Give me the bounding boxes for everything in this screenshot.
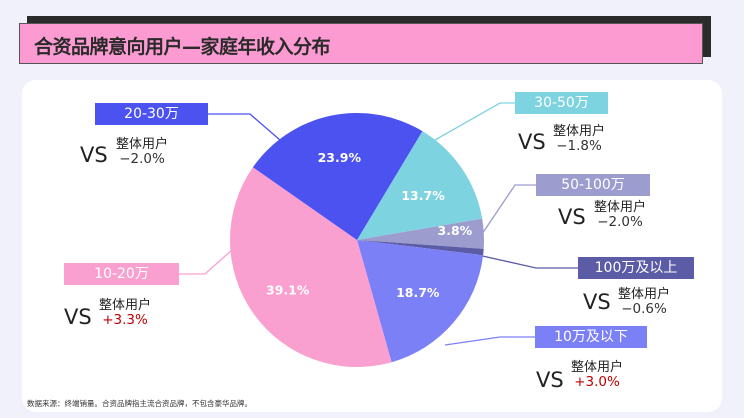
category-label: 100万及以上 <box>578 257 694 279</box>
comparison-diff: +3.0% <box>574 374 620 390</box>
leader-line <box>444 336 535 346</box>
category-label: 10万及以下 <box>535 326 647 348</box>
pie-slice <box>229 167 392 368</box>
category-label: 30-50万 <box>515 92 608 114</box>
comparison-diff: −0.6% <box>621 301 667 317</box>
vs-label: VS <box>558 205 586 229</box>
category-label: 50-100万 <box>536 174 650 196</box>
comparison-label: 整体用户 <box>618 287 671 302</box>
comparison-diff: −2.0% <box>119 151 165 167</box>
comparison-diff: +3.3% <box>102 312 148 328</box>
comparison: 整体用户 −0.6% <box>618 287 670 317</box>
comparison: 整体用户 +3.3% <box>99 298 151 328</box>
comparison-diff: −1.8% <box>556 138 602 154</box>
comparison: 整体用户 −2.0% <box>594 200 646 230</box>
slice-value-label: 23.9% <box>318 150 362 165</box>
comparison-label: 整体用户 <box>116 137 169 152</box>
vs-label: VS <box>80 143 108 167</box>
comparison: 整体用户 +3.0% <box>571 360 623 390</box>
comparison-label: 整体用户 <box>553 124 606 139</box>
leader-line <box>434 102 515 141</box>
slice-value-label: 13.7% <box>401 188 445 203</box>
slice-value-label: 3.8% <box>438 223 473 238</box>
comparison-label: 整体用户 <box>99 298 152 313</box>
comparison: 整体用户 −1.8% <box>553 124 605 154</box>
pie-slice <box>357 131 483 240</box>
comparison: 整体用户 −2.0% <box>116 137 168 167</box>
vs-label: VS <box>583 290 611 314</box>
pie-slice <box>357 240 484 256</box>
footnote: 数据来源：终端销量。合资品牌指主流合资品牌，不包含豪华品牌。 <box>27 399 252 408</box>
comparison-diff: −2.0% <box>597 214 643 230</box>
category-label: 20-30万 <box>95 103 208 125</box>
vs-label: VS <box>518 130 546 154</box>
pie-slice <box>252 112 423 240</box>
comparison-label: 整体用户 <box>594 200 647 215</box>
slice-value-label: 18.7% <box>396 285 440 300</box>
pie-slice <box>357 240 484 363</box>
vs-label: VS <box>536 368 564 392</box>
comparison-label: 整体用户 <box>571 360 624 375</box>
leader-line <box>208 113 281 141</box>
leader-line <box>477 184 536 241</box>
leader-line <box>179 239 244 275</box>
vs-label: VS <box>64 305 92 329</box>
pie-slice <box>357 218 484 249</box>
category-label: 10-20万 <box>64 263 179 285</box>
title-bar: 合资品牌意向用户—家庭年收入分布 <box>19 23 703 64</box>
leader-line <box>477 254 578 269</box>
slice-value-label: 39.1% <box>266 282 310 297</box>
page-title: 合资品牌意向用户—家庭年收入分布 <box>34 36 331 58</box>
